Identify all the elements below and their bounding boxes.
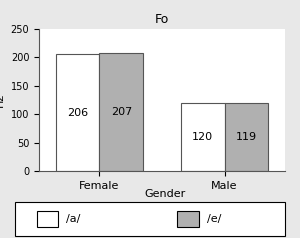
- Text: /a/: /a/: [66, 214, 81, 224]
- Bar: [56, 54, 100, 171]
- Bar: [181, 103, 224, 171]
- Text: /e/: /e/: [207, 214, 221, 224]
- Bar: [177, 211, 199, 227]
- FancyBboxPatch shape: [15, 202, 285, 236]
- Text: Gender: Gender: [144, 189, 186, 199]
- Title: Fo: Fo: [155, 13, 169, 26]
- Text: 206: 206: [67, 108, 88, 118]
- Text: 207: 207: [111, 107, 132, 117]
- Text: 119: 119: [236, 132, 257, 142]
- Bar: [224, 103, 268, 171]
- Y-axis label: Hz: Hz: [0, 93, 5, 107]
- Text: 120: 120: [192, 132, 213, 142]
- Bar: [100, 53, 143, 171]
- Bar: [37, 211, 58, 227]
